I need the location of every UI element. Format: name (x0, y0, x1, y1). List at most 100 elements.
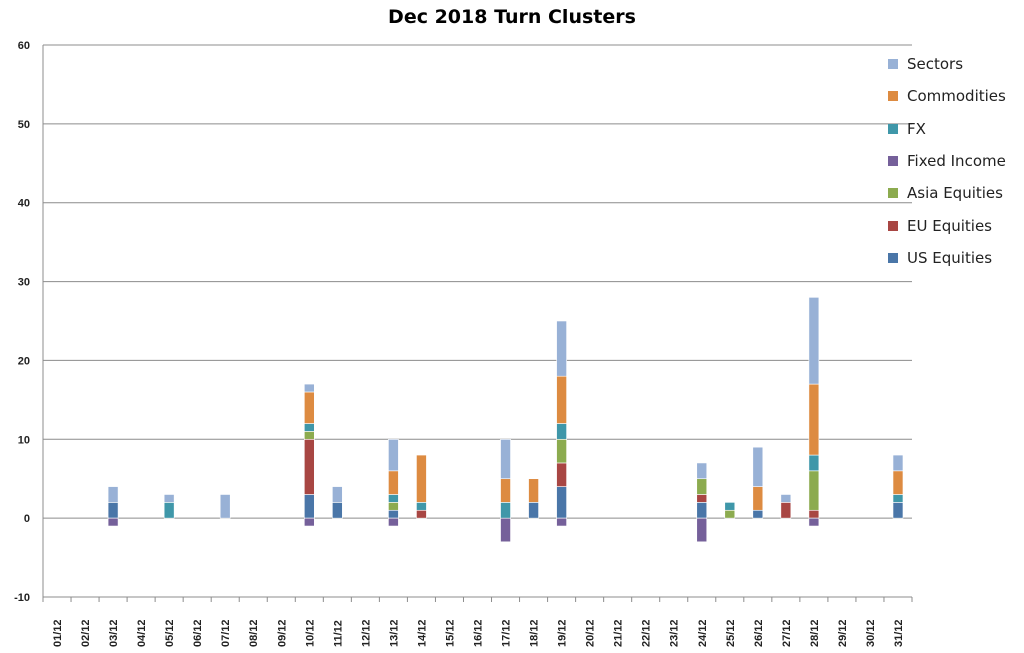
bars (107, 297, 904, 543)
bar-segment (752, 446, 764, 487)
bar-segment (416, 509, 427, 519)
bar-segment (332, 486, 343, 503)
bar-segment (892, 454, 904, 472)
x-tick-label: 17/12 (501, 619, 513, 647)
bar-segment (388, 509, 399, 519)
y-tick-label: 40 (18, 198, 30, 210)
y-tick-label: 30 (18, 277, 30, 289)
bar-segment (724, 502, 736, 511)
legend-swatch (888, 252, 898, 263)
bar-segment (556, 375, 567, 424)
bar-segment (892, 502, 904, 519)
x-tick-label: 26/12 (753, 619, 765, 647)
x-axis-ticks: 01/12 02/12 03/12 04/12 05/12 06/12 07/12 08/12… (42, 597, 913, 647)
bar-segment (107, 502, 119, 519)
legend-label: US Equities (907, 248, 993, 267)
bar-segment (780, 502, 792, 519)
bar-segment (696, 462, 708, 480)
bar-segment (808, 470, 820, 511)
x-tick-label: 09/12 (276, 619, 288, 647)
x-tick-label: 15/12 (444, 619, 456, 647)
legend-swatch (888, 156, 898, 167)
x-tick-label: 03/12 (108, 619, 120, 647)
bar-segment (416, 502, 427, 511)
x-tick-label: 05/12 (164, 619, 176, 647)
bar-segment (556, 320, 567, 377)
legend-item: Commodities (888, 80, 1006, 112)
x-tick-label: 24/12 (697, 619, 709, 647)
bar-segment (752, 486, 764, 511)
bar-segment (219, 494, 231, 519)
bar-segment (304, 431, 315, 440)
legend-label: Fixed Income (907, 152, 1006, 171)
legend-label: EU Equities (907, 216, 992, 235)
x-tick-label: 16/12 (473, 619, 485, 647)
bar-segment (304, 423, 315, 432)
bar-segment (696, 494, 708, 503)
x-tick-label: 18/12 (529, 619, 541, 647)
legend-label: Sectors (907, 55, 964, 74)
x-tick-label: 20/12 (585, 619, 597, 647)
bar-segment (163, 494, 175, 503)
legend: Sectors Commodities FX Fixed Income Asia Equ… (888, 48, 1006, 274)
y-tick-label: -10 (14, 592, 30, 604)
bar-segment (808, 454, 820, 472)
bar-segment (500, 517, 511, 543)
bar-segment (304, 391, 315, 424)
x-tick-label: 27/12 (781, 619, 793, 647)
legend-label: Asia Equities (907, 184, 1003, 203)
y-tick-label: 20 (18, 355, 30, 367)
y-tick-label: 10 (18, 434, 30, 446)
x-tick-label: 11/12 (332, 620, 344, 647)
bar-segment (752, 509, 764, 519)
bar-segment (808, 297, 820, 385)
bar-segment (304, 383, 315, 393)
bar-segment (780, 494, 792, 503)
x-tick-label: 04/12 (136, 619, 148, 647)
x-tick-label: 22/12 (641, 619, 653, 647)
x-tick-label: 13/12 (388, 619, 400, 647)
bar-segment (892, 494, 904, 503)
legend-swatch (888, 188, 898, 199)
x-tick-label: 12/12 (360, 619, 372, 647)
legend-item: Fixed Income (888, 145, 1006, 177)
bar-segment (808, 509, 820, 519)
bar-segment (163, 502, 175, 519)
bar-segment (808, 517, 820, 527)
bar-segment (556, 462, 567, 487)
bar-segment (528, 478, 539, 503)
legend-item: Sectors (888, 48, 1006, 80)
legend-item: US Equities (888, 242, 1006, 274)
x-tick-label: 23/12 (669, 619, 681, 647)
bar-segment (556, 423, 567, 440)
bar-segment (528, 502, 539, 519)
x-tick-label: 21/12 (613, 619, 625, 647)
x-tick-label: 07/12 (220, 619, 232, 647)
bar-segment (304, 517, 315, 527)
bar-segment (808, 383, 820, 456)
x-tick-label: 08/12 (248, 619, 260, 647)
bar-segment (332, 502, 343, 519)
bar-segment (388, 438, 399, 472)
x-tick-label: 02/12 (80, 619, 92, 647)
grid-lines (43, 44, 912, 598)
y-tick-label: 60 (18, 40, 30, 52)
bar-segment (388, 517, 399, 527)
bar-segment (388, 470, 399, 495)
y-tick-label: 0 (24, 513, 30, 525)
legend-item: Asia Equities (888, 177, 1006, 209)
bar-segment (500, 478, 511, 503)
bar-segment (304, 494, 315, 519)
bar-segment (107, 486, 119, 503)
legend-item: EU Equities (888, 209, 1006, 241)
bar-segment (388, 494, 399, 503)
legend-item: FX (888, 113, 1006, 145)
legend-label: Commodities (907, 87, 1006, 106)
bar-segment (304, 438, 315, 495)
x-tick-label: 30/12 (865, 619, 877, 647)
x-tick-label: 29/12 (837, 619, 849, 647)
y-tick-label: 50 (18, 119, 30, 131)
chart-title: Dec 2018 Turn Clusters (388, 6, 636, 28)
bar-segment (696, 502, 708, 519)
